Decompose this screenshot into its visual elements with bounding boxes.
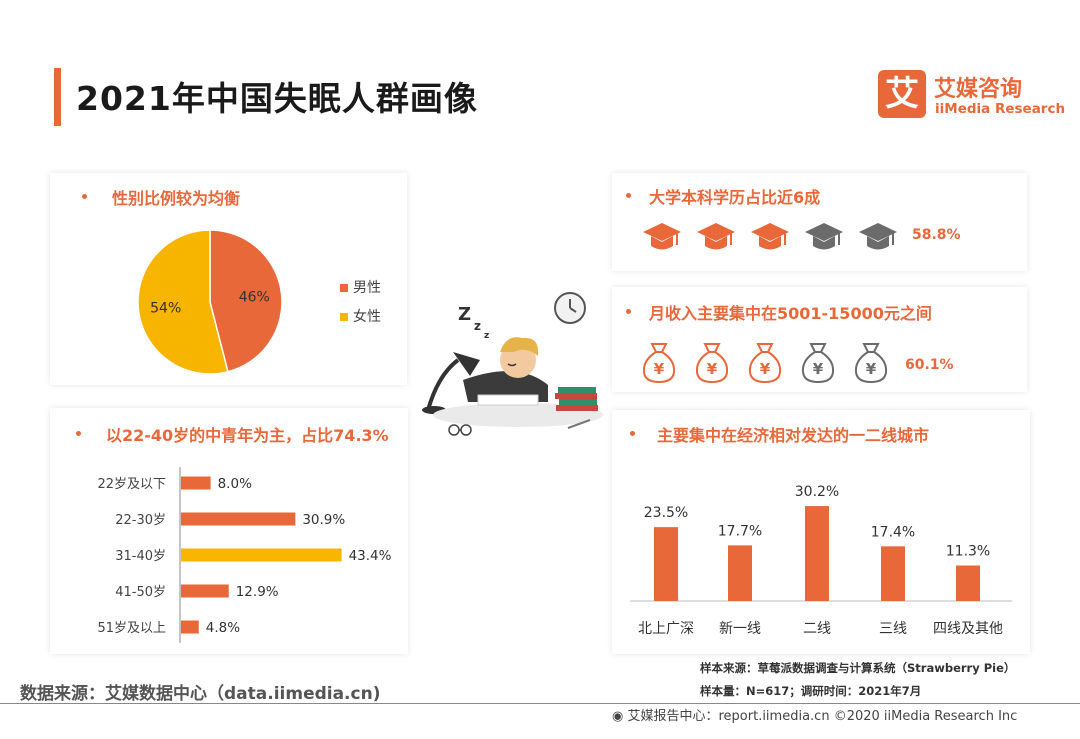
legend-female: 女性 (353, 309, 381, 325)
age-title: 以22-40岁的中青年为主，占比74.3% (106, 426, 389, 445)
age-value-2: 43.4% (349, 548, 392, 564)
svg-text:z: z (484, 331, 489, 341)
graduation-cap-icon (697, 223, 735, 250)
education-percent: 58.8% (912, 227, 961, 243)
legend-male-swatch (340, 284, 348, 292)
age-value-4: 4.8% (206, 620, 240, 636)
city-category-0: 北上广深 (638, 621, 694, 637)
svg-text:¥: ¥ (707, 360, 718, 378)
money-bag-icon: ¥ (642, 343, 676, 384)
bullet-dot (626, 309, 631, 314)
money-bag-icon: ¥ (801, 343, 835, 384)
income-percent: 60.1% (905, 357, 954, 373)
age-bar-chart: 22岁及以下 8.0% 22-30岁 30.9% 31-40岁 43.4% 41-50岁 12… (97, 467, 392, 643)
age-bar-3 (181, 584, 229, 598)
education-icon-row (642, 221, 922, 257)
graduation-cap-icon (859, 223, 897, 250)
city-value-3: 17.4% (871, 524, 915, 540)
money-bag-icon: ¥ (695, 343, 729, 384)
city-title: 主要集中在经济相对发达的一二线城市 (657, 426, 930, 445)
svg-text:¥: ¥ (866, 360, 877, 378)
logo-mark: 艾 (878, 70, 926, 118)
pie-slice-1 (137, 229, 229, 375)
city-category-4: 四线及其他 (933, 621, 1003, 637)
svg-text:Z: Z (458, 304, 471, 325)
legend-female-swatch (340, 313, 348, 321)
gender-title: 性别比例较为均衡 (112, 189, 241, 208)
city-bar-3 (881, 546, 905, 601)
age-panel: 以22-40岁的中青年为主，占比74.3% 22岁及以下 8.0% 22-30岁 30… (50, 408, 408, 654)
data-source: 数据来源：艾媒数据中心（data.iimedia.cn) (20, 684, 381, 704)
age-category-4: 51岁及以上 (97, 621, 166, 636)
city-bar-1 (728, 545, 752, 601)
sample-size: 样本量：N=617；调研时间：2021年7月 (700, 684, 922, 698)
income-icon-row: ¥ ¥ ¥ ¥ ¥ (640, 342, 920, 386)
logo-en: iiMedia Research (935, 101, 1066, 117)
city-value-0: 23.5% (644, 505, 688, 521)
age-bar-2 (181, 548, 342, 562)
age-bar-0 (181, 476, 211, 490)
city-bar-2 (805, 506, 829, 601)
legend-male: 男性 (353, 280, 381, 296)
pie-label-1: 54% (150, 301, 181, 317)
sleeping-person-illustration: Z z z (422, 292, 603, 436)
bullet-dot (82, 194, 87, 199)
city-bar-0 (654, 527, 678, 601)
city-category-2: 二线 (803, 621, 831, 637)
graduation-cap-icon (751, 223, 789, 250)
svg-text:¥: ¥ (654, 360, 665, 378)
pie-slice-0 (209, 229, 283, 373)
gender-panel: 性别比例较为均衡 46% 54% 男性 女性 (50, 173, 407, 385)
education-title: 大学本科学历占比近6成 (649, 188, 821, 207)
sample-source: 样本来源：草莓派数据调查与计算系统（Strawberry Pie） (700, 661, 1016, 675)
age-category-2: 31-40岁 (115, 549, 166, 564)
footer-report: ◉ 艾媒报告中心：report.iimedia.cn ©2020 iiMedia… (612, 705, 1017, 724)
income-title: 月收入主要集中在5001-15000元之间 (649, 304, 932, 323)
pie-label-0: 46% (239, 289, 270, 305)
city-category-3: 三线 (879, 621, 907, 637)
age-bar-4 (181, 620, 199, 634)
footer-report-text: 艾媒报告中心：report.iimedia.cn ©2020 iiMedia R… (627, 709, 1018, 724)
footer-divider (0, 703, 1080, 704)
education-panel: 大学本科学历占比近6成 58.8% (612, 173, 1027, 271)
bullet-dot (630, 431, 635, 436)
city-category-1: 新一线 (719, 621, 761, 637)
iimedia-logo: 艾 艾媒咨询 iiMedia Research (878, 70, 1065, 125)
svg-text:¥: ¥ (813, 360, 824, 378)
age-bar-1 (181, 512, 296, 526)
gender-pie-chart: 46% 54% (137, 229, 283, 375)
bullet-dot (76, 431, 81, 436)
age-value-3: 12.9% (236, 584, 279, 600)
svg-text:¥: ¥ (760, 360, 771, 378)
city-bar-4 (956, 565, 980, 601)
svg-text:z: z (474, 319, 481, 333)
money-bag-icon: ¥ (854, 343, 888, 384)
city-panel: 主要集中在经济相对发达的一二线城市 23.5% 北上广深 17.7% 新一线 30.2%… (612, 410, 1030, 654)
age-category-1: 22-30岁 (115, 513, 166, 528)
city-value-2: 30.2% (795, 484, 839, 500)
graduation-cap-icon (805, 223, 843, 250)
city-value-1: 17.7% (718, 523, 762, 539)
graduation-cap-icon (643, 223, 681, 250)
logo-cn: 艾媒咨询 (934, 77, 1023, 102)
money-bag-icon: ¥ (748, 343, 782, 384)
globe-icon: ◉ (612, 709, 624, 724)
age-category-3: 41-50岁 (115, 585, 166, 600)
income-panel: 月收入主要集中在5001-15000元之间 ¥ ¥ ¥ ¥ ¥ 60.1% (612, 287, 1027, 392)
title-accent-bar (54, 68, 61, 126)
city-value-4: 11.3% (946, 543, 990, 559)
bullet-dot (626, 193, 631, 198)
age-value-0: 8.0% (218, 476, 252, 492)
city-bar-chart: 23.5% 北上广深 17.7% 新一线 30.2% 二线 17.4% 三线 11.3% 四线及其… (630, 484, 1012, 637)
page-title: 2021年中国失眠人群画像 (76, 79, 478, 118)
age-value-1: 30.9% (302, 512, 345, 528)
age-category-0: 22岁及以下 (97, 477, 166, 492)
